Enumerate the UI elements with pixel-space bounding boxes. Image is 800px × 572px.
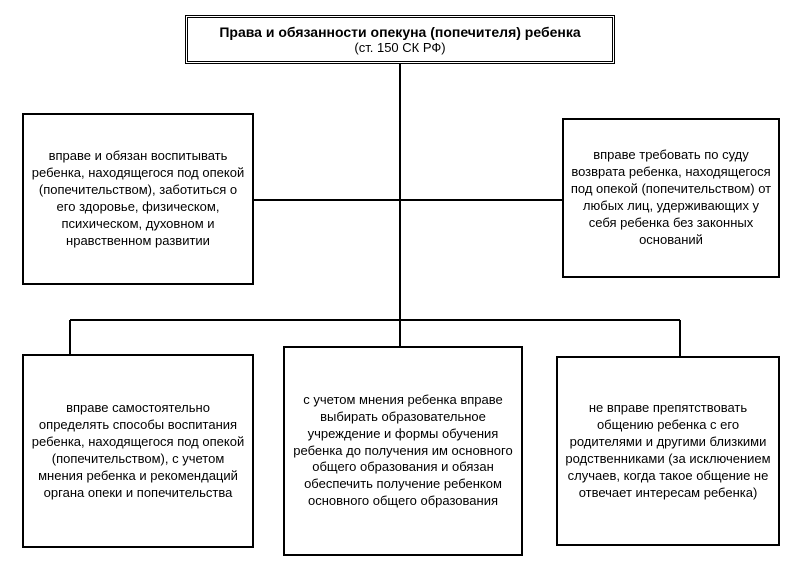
node-text: вправе требовать по суду возврата ребенк… — [570, 147, 772, 248]
node-court-return: вправе требовать по суду возврата ребенк… — [562, 118, 780, 278]
title-main: Права и обязанности опекуна (попечителя)… — [204, 24, 596, 40]
node-communication: не вправе препятствовать общению ребенка… — [556, 356, 780, 546]
node-text: вправе самостоятельно определять способы… — [30, 400, 246, 501]
title-sub: (ст. 150 СК РФ) — [204, 40, 596, 55]
node-text: не вправе препятствовать общению ребенка… — [564, 400, 772, 501]
node-text: вправе и обязан воспитывать ребенка, нах… — [30, 148, 246, 249]
title-box: Права и обязанности опекуна (попечителя)… — [185, 15, 615, 64]
node-upbringing: вправе и обязан воспитывать ребенка, нах… — [22, 113, 254, 285]
node-education: с учетом мнения ребенка вправе выбирать … — [283, 346, 523, 556]
node-text: с учетом мнения ребенка вправе выбирать … — [291, 392, 515, 510]
node-methods: вправе самостоятельно определять способы… — [22, 354, 254, 548]
